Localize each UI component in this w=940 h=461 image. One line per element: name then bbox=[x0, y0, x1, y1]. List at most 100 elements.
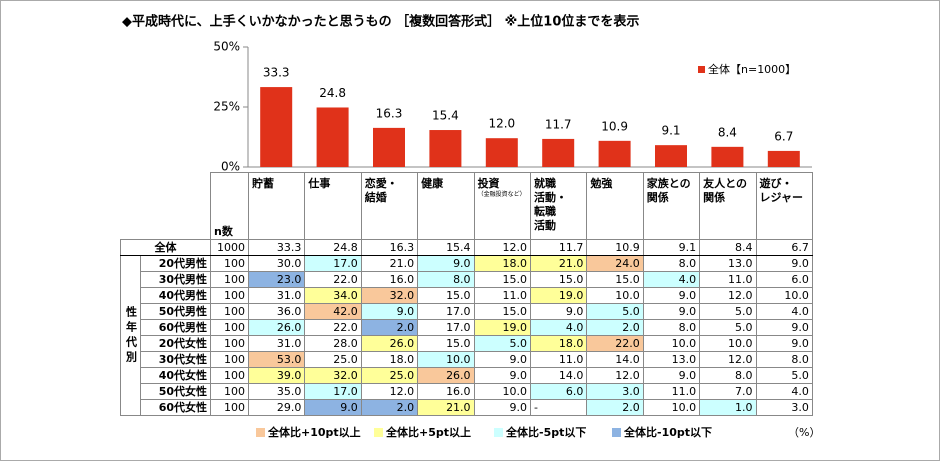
n-cell: 1000 bbox=[210, 239, 249, 256]
column-label: 遊び・ レジャー bbox=[759, 177, 803, 204]
row-label: 30代男性 bbox=[140, 271, 211, 288]
key-swatch bbox=[494, 428, 503, 437]
column-header: 貯蓄 bbox=[247, 172, 306, 240]
cell: 9.0 bbox=[755, 255, 813, 272]
column-label: 家族との 関係 bbox=[646, 177, 691, 204]
column-header: 投資 （金融投資など） bbox=[473, 172, 531, 240]
row-label: 40代男性 bbox=[140, 287, 211, 304]
key-swatch bbox=[612, 428, 621, 437]
cell: 2.0 bbox=[360, 399, 419, 416]
key-label: 全体比-10pt以下 bbox=[623, 425, 712, 439]
key-swatch bbox=[374, 428, 383, 437]
cell: 5.0 bbox=[699, 303, 757, 320]
key-label: 全体比-5pt以下 bbox=[505, 425, 586, 439]
row: 50代男性 100 36.0 42.0 9.0 17.0 15.0 9.0 5.0 9.0 5.0 4… bbox=[121, 303, 813, 320]
legend-label: 全体【n=1000】 bbox=[708, 62, 796, 76]
n-cell: 100 bbox=[210, 303, 249, 320]
row: 60代男性 100 26.0 22.0 2.0 17.0 19.0 4.0 2.0 8.0 5.0 9… bbox=[121, 319, 813, 336]
key-swatch bbox=[256, 428, 265, 437]
cell: 12.0 bbox=[360, 383, 419, 400]
cell: 8.0 bbox=[417, 271, 475, 288]
cell: 15.0 bbox=[473, 271, 531, 288]
row: 50代女性 100 35.0 17.0 12.0 16.0 10.0 6.0 3.0 11.0 7.… bbox=[121, 383, 813, 400]
cell: 10.0 bbox=[473, 383, 531, 400]
cell: 7.0 bbox=[699, 383, 757, 400]
column-label: 健康 bbox=[421, 177, 444, 190]
bar bbox=[598, 140, 631, 167]
n-cell: 100 bbox=[210, 335, 249, 352]
bar bbox=[485, 138, 518, 167]
column-header: 家族との 関係 bbox=[642, 172, 701, 240]
cell: 22.0 bbox=[304, 319, 362, 336]
cell: 31.0 bbox=[247, 335, 306, 352]
cell: 9.0 bbox=[417, 255, 475, 272]
value-label: 10.9 bbox=[601, 119, 628, 133]
cell: 13.0 bbox=[699, 255, 757, 272]
cell: 31.0 bbox=[247, 287, 306, 304]
cell: 10.0 bbox=[755, 287, 813, 304]
y-tick-label: 25% bbox=[213, 100, 240, 114]
cell: 5.0 bbox=[473, 335, 531, 352]
chart-title: ◆平成時代に、上手くいかなかったと思うもの ［複数回答形式］ ※上位10位までを… bbox=[122, 14, 639, 30]
cell: 17.0 bbox=[304, 383, 362, 400]
cell: 2.0 bbox=[586, 319, 644, 336]
n-cell: 100 bbox=[210, 255, 249, 272]
table: n数 貯蓄 仕事 恋愛・ 結婚 健康 投資 （金融投資など） 就職 活動・ 転職 活動 勉強 家族… bbox=[120, 172, 813, 416]
cell: 2.0 bbox=[586, 399, 644, 416]
cell: 30.0 bbox=[247, 255, 306, 272]
cell: 25.0 bbox=[304, 351, 362, 368]
n-header: n数 bbox=[210, 172, 249, 240]
cell: 11.0 bbox=[473, 287, 531, 304]
cell: 15.0 bbox=[417, 335, 475, 352]
row-label: 40代女性 bbox=[140, 367, 211, 384]
cell: 18.0 bbox=[360, 351, 419, 368]
cell: 34.0 bbox=[304, 287, 362, 304]
cell: 11.0 bbox=[699, 271, 757, 288]
cell: 9.0 bbox=[642, 367, 701, 384]
row: 30代女性 100 53.0 25.0 18.0 10.0 9.0 11.0 14.0 13.0 1… bbox=[121, 351, 813, 368]
cell: 24.0 bbox=[586, 255, 644, 272]
bar bbox=[655, 145, 687, 167]
cell: 21.0 bbox=[417, 399, 475, 416]
cell: - bbox=[529, 399, 588, 416]
cell: 17.0 bbox=[417, 303, 475, 320]
column-note: （金融投資など） bbox=[477, 191, 526, 198]
cell: 16.0 bbox=[360, 271, 419, 288]
cell: 32.0 bbox=[360, 287, 419, 304]
row-label: 全体 bbox=[120, 239, 211, 256]
row: 性年代別 20代男性 100 30.0 17.0 21.0 9.0 18.0 21.0 24.0 8… bbox=[120, 255, 813, 416]
n-cell: 100 bbox=[210, 399, 249, 416]
cell: 8.0 bbox=[699, 367, 757, 384]
cell: 11.0 bbox=[642, 383, 701, 400]
row-label: 50代女性 bbox=[140, 383, 211, 400]
cell: 9.0 bbox=[755, 319, 813, 336]
row: 20代女性 100 31.0 28.0 26.0 15.0 5.0 18.0 22.0 10.0 1… bbox=[121, 335, 813, 352]
cell: 11.7 bbox=[529, 239, 588, 256]
cell: 9.0 bbox=[642, 303, 701, 320]
cell: 15.0 bbox=[586, 271, 644, 288]
value-label: 16.3 bbox=[376, 106, 403, 120]
bar bbox=[429, 130, 462, 167]
cell: 33.3 bbox=[247, 239, 306, 256]
n-cell: 100 bbox=[210, 351, 249, 368]
n-cell: 100 bbox=[210, 287, 249, 304]
cell: 18.0 bbox=[529, 335, 588, 352]
value-label: 6.7 bbox=[774, 129, 793, 143]
key-label: 全体比+10pt以上 bbox=[267, 425, 361, 439]
column-label: 投資 bbox=[477, 177, 500, 190]
cell: 9.0 bbox=[473, 351, 531, 368]
cell: 42.0 bbox=[304, 303, 362, 320]
cell: 9.1 bbox=[642, 239, 701, 256]
bar bbox=[711, 146, 744, 167]
cell: 15.4 bbox=[417, 239, 475, 256]
row-label: 50代男性 bbox=[140, 303, 211, 320]
cell: 29.0 bbox=[247, 399, 306, 416]
cell: 4.0 bbox=[755, 383, 813, 400]
value-label: 8.4 bbox=[718, 125, 737, 139]
cell: 15.0 bbox=[529, 271, 588, 288]
cell: 17.0 bbox=[304, 255, 362, 272]
cell: 10.0 bbox=[699, 335, 757, 352]
column-header: 友人との 関係 bbox=[699, 172, 757, 240]
cell: 11.0 bbox=[529, 351, 588, 368]
